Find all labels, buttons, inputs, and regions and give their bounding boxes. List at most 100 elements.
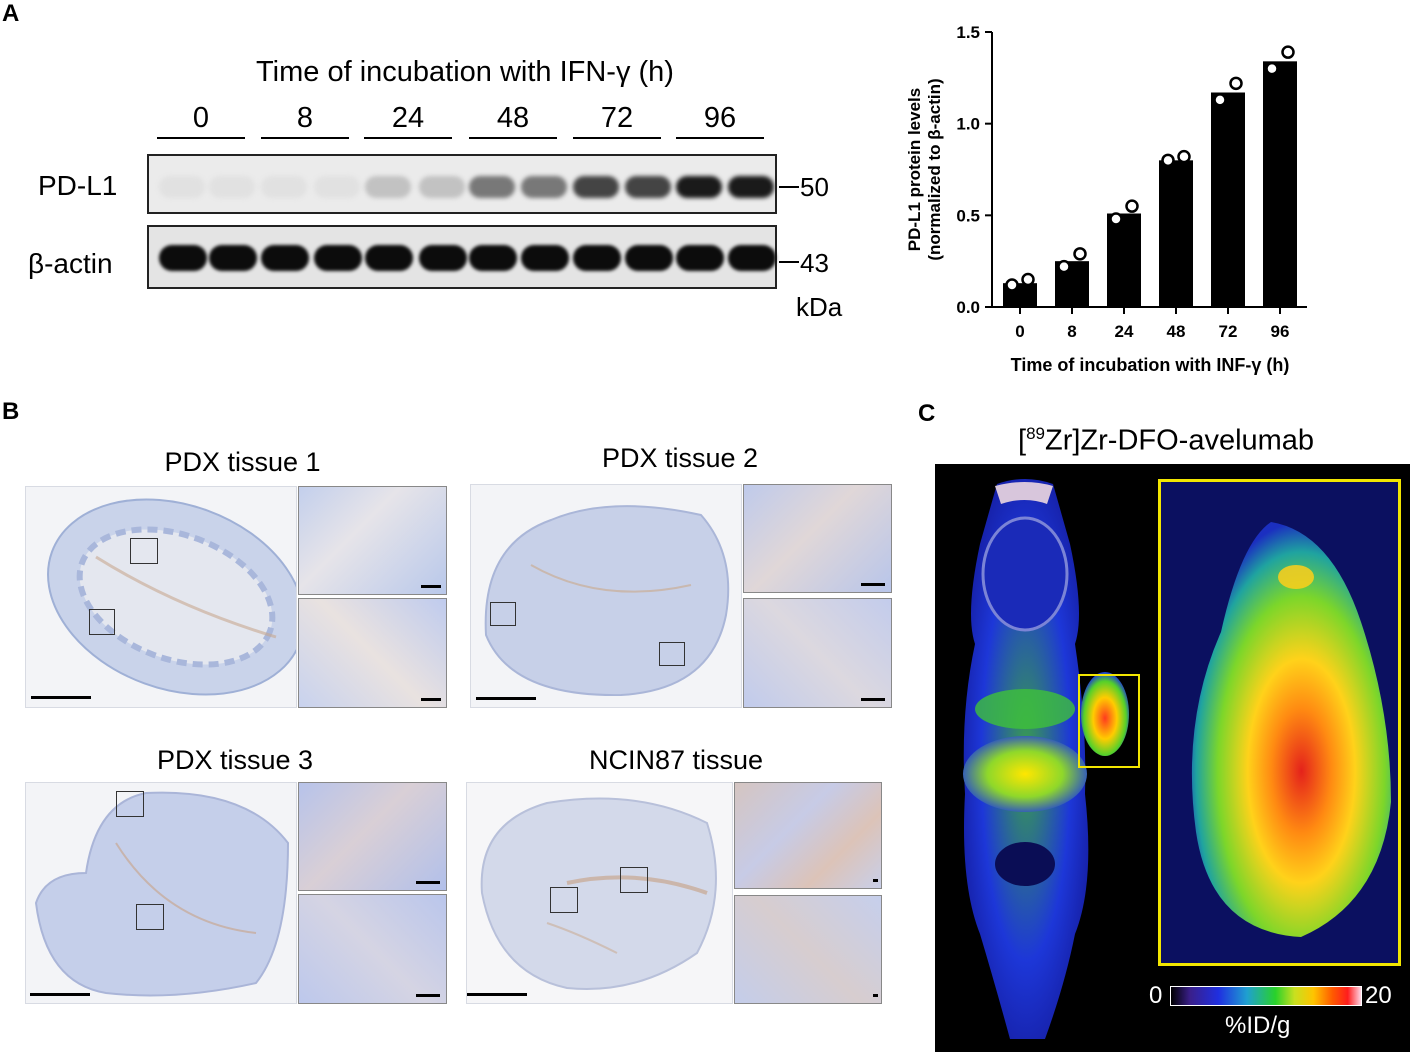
actin-band <box>676 245 724 271</box>
timepoint-underline <box>157 137 245 139</box>
pdl1-band <box>521 176 567 198</box>
bar <box>1107 213 1141 307</box>
pet-title: [89Zr]Zr-DFO-avelumab <box>1018 424 1315 457</box>
x-tick-label: 96 <box>1271 322 1290 341</box>
tissue-1-inset-1 <box>298 486 447 595</box>
y-tick-label: 1.5 <box>956 23 980 42</box>
tissue-1-section <box>47 498 296 696</box>
timepoint-label: 0 <box>192 102 210 134</box>
y-axis-title-2: (normalized to β-actin) <box>925 78 944 260</box>
tissue-title-3: PDX tissue 3 <box>156 745 314 775</box>
actin-band <box>261 245 309 271</box>
data-point <box>1281 45 1295 59</box>
data-point <box>1057 259 1071 274</box>
tumor-zoom-image <box>1191 522 1391 937</box>
tissue-3-inset-2 <box>298 894 447 1004</box>
timepoint-label: 96 <box>703 102 737 134</box>
timepoint-label: 72 <box>600 102 634 134</box>
colorbar-min: 0 <box>1149 982 1163 1009</box>
tissue-4-inset-2 <box>734 895 882 1004</box>
actin-band <box>365 245 413 271</box>
bar <box>1263 61 1297 308</box>
tumor-zoom <box>1158 479 1401 966</box>
scale-bar <box>416 881 440 884</box>
scale-bar <box>31 696 91 699</box>
bar <box>1211 92 1245 307</box>
tissue-2-section <box>484 505 730 697</box>
timepoint-underline <box>676 137 764 139</box>
x-tick-label: 0 <box>1015 322 1024 341</box>
scale-bar <box>421 585 441 588</box>
timepoint-label: 48 <box>496 102 530 134</box>
timepoint-label: 24 <box>391 102 425 134</box>
kda-label: kDa <box>796 292 843 322</box>
pet-image: 0 20 %ID/g <box>935 464 1410 1052</box>
scale-bar <box>421 698 441 701</box>
scale-bar <box>30 993 90 996</box>
y-axis-title: PD-L1 protein levels <box>905 88 924 251</box>
scale-bar <box>467 993 527 996</box>
pdl1-row-label: PD-L1 <box>38 170 118 201</box>
pdl1-band <box>728 176 774 198</box>
panel-label-a: A <box>2 0 20 27</box>
tissue-title-2: PDX tissue 2 <box>601 443 759 473</box>
tissue-title-4: NCIN87 tissue <box>588 745 764 775</box>
x-tick-label: 72 <box>1219 322 1238 341</box>
tumor-roi-box <box>1078 674 1140 768</box>
y-tick-label: 0.5 <box>956 206 980 225</box>
pdl1-band <box>314 176 360 198</box>
tissue-2-inset-2 <box>743 598 892 708</box>
data-point <box>1265 61 1279 76</box>
scale-bar <box>861 583 885 586</box>
data-point <box>1177 149 1191 164</box>
tissue-2-overview <box>470 484 742 708</box>
data-point <box>1161 153 1175 168</box>
actin-row-label: β-actin <box>28 248 113 279</box>
pdl1-band <box>625 176 671 198</box>
pdl1-band <box>159 176 205 198</box>
data-point <box>1021 272 1035 287</box>
roi-box <box>620 867 648 893</box>
scale-bar <box>873 994 878 997</box>
roi-box <box>550 887 578 913</box>
pdl1-band <box>676 176 722 198</box>
tissue-3-overview <box>25 782 297 1004</box>
tissue-2-inset-1 <box>743 484 892 593</box>
actin-band <box>728 245 776 271</box>
tissue-3-inset-1 <box>298 782 447 891</box>
bar <box>1159 160 1193 307</box>
actin-band <box>314 245 362 271</box>
scale-bar <box>476 697 536 700</box>
roi-box <box>490 602 516 626</box>
tissue-title-1: PDX tissue 1 <box>164 447 321 477</box>
pdl1-band <box>365 176 411 198</box>
panel-label-c: C <box>918 400 936 427</box>
data-point <box>1073 247 1087 261</box>
whole-body-pet <box>963 479 1129 1039</box>
pdl1-band <box>419 176 465 198</box>
timepoint-underline <box>573 137 661 139</box>
x-tick-label: 48 <box>1167 322 1186 341</box>
marker-tick <box>779 186 799 188</box>
tissue-4-overview <box>466 782 733 1004</box>
scale-bar <box>416 994 440 997</box>
tissue-1-overview <box>25 486 297 708</box>
x-axis-title: Time of incubation with INF-γ (h) <box>1011 355 1290 375</box>
pdl1-band <box>573 176 619 198</box>
data-point <box>1125 199 1139 213</box>
roi-box <box>136 904 164 930</box>
colorbar-unit: %ID/g <box>1225 1012 1291 1039</box>
marker-tick <box>779 261 799 263</box>
western-blot-title: Time of incubation with IFN-γ (h) <box>256 56 674 88</box>
actin-band <box>573 245 621 271</box>
timepoint-underline <box>364 137 452 139</box>
roi-box <box>130 538 158 564</box>
tissue-3-section <box>34 791 290 997</box>
actin-band <box>419 245 467 271</box>
roi-box <box>659 642 685 666</box>
actin-band <box>521 245 569 271</box>
roi-box <box>116 791 144 817</box>
pdl1-band <box>209 176 255 198</box>
tissue-1-inset-2 <box>298 598 447 708</box>
marker-50: 50 <box>800 172 829 202</box>
